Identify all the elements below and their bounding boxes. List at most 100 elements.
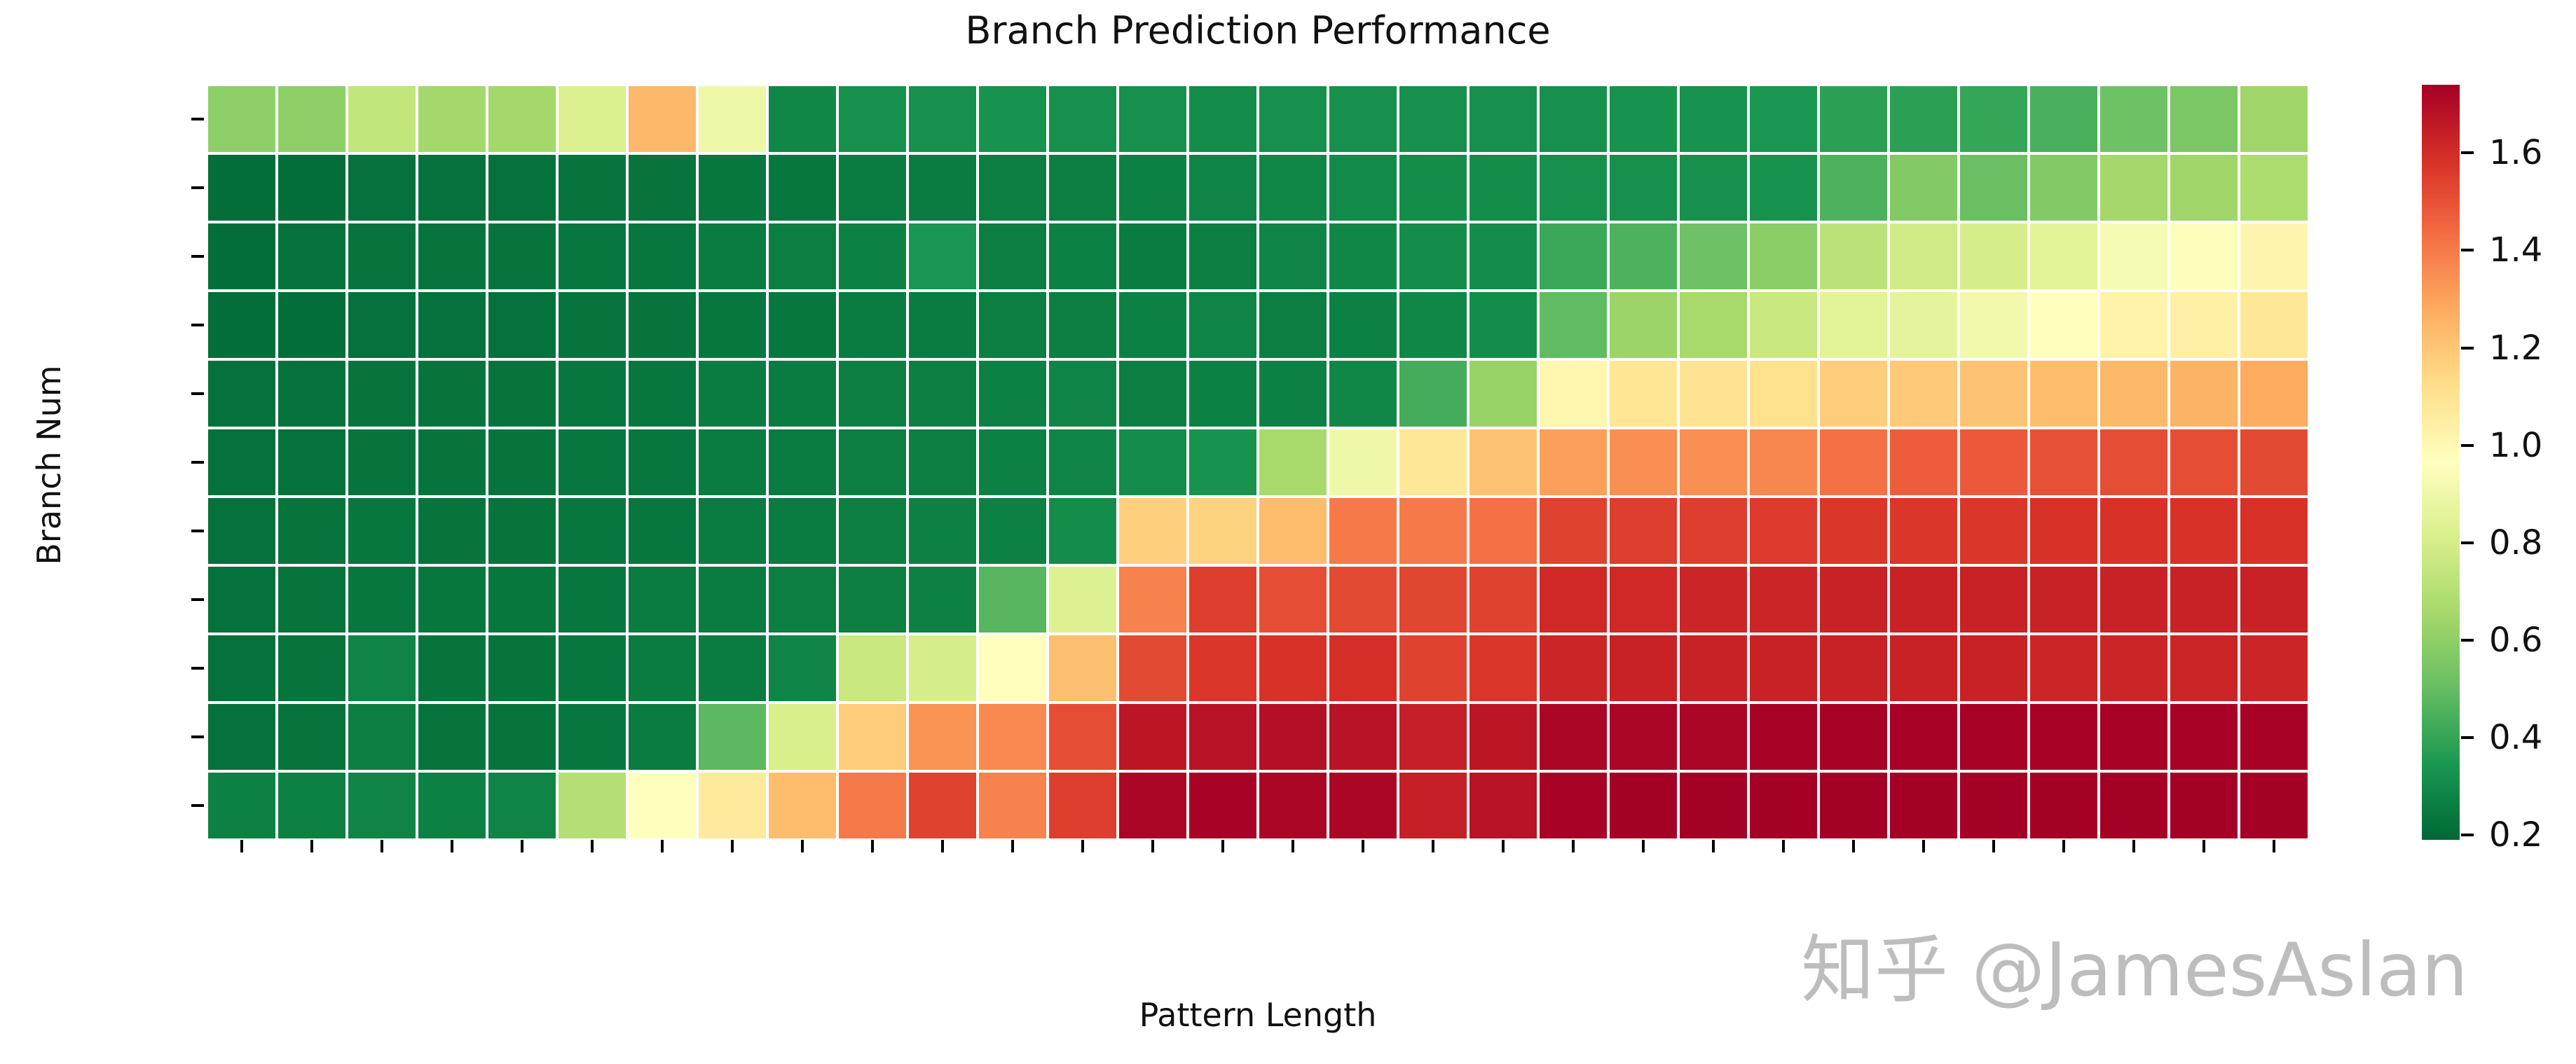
heatmap-cell xyxy=(837,291,907,359)
x-tick-mark xyxy=(1572,840,1575,852)
colorbar-tick-mark xyxy=(2461,443,2474,447)
heatmap-cell xyxy=(697,565,767,634)
heatmap-cell xyxy=(2239,359,2309,428)
heatmap-cell xyxy=(207,497,277,565)
heatmap-cell xyxy=(487,85,557,153)
heatmap-cell xyxy=(2099,771,2169,840)
heatmap-cell xyxy=(207,703,277,771)
heatmap-cell xyxy=(2239,703,2309,771)
heatmap-cell xyxy=(1818,703,1889,771)
heatmap-cell xyxy=(1118,634,1188,703)
heatmap-cell xyxy=(1188,634,1258,703)
heatmap-cell xyxy=(1258,634,1328,703)
x-tick-mark xyxy=(591,840,594,852)
heatmap-cell xyxy=(1538,703,1608,771)
heatmap-cell xyxy=(907,771,978,840)
heatmap-cell xyxy=(2099,565,2169,634)
heatmap-cell xyxy=(1818,634,1889,703)
heatmap-cell xyxy=(1118,359,1188,428)
heatmap-cell xyxy=(767,222,837,291)
heatmap-cell xyxy=(2239,634,2309,703)
heatmap-cell xyxy=(2169,85,2239,153)
heatmap-cell xyxy=(1398,359,1468,428)
heatmap-cell xyxy=(487,222,557,291)
heatmap-cell xyxy=(347,291,417,359)
heatmap-cell xyxy=(1748,428,1818,497)
colorbar-tick-mark xyxy=(2461,346,2474,350)
heatmap-cell xyxy=(2099,222,2169,291)
heatmap-cell xyxy=(1889,153,1959,222)
heatmap-cell xyxy=(1889,565,1959,634)
heatmap-cell xyxy=(1468,634,1538,703)
heatmap-cell xyxy=(907,291,978,359)
heatmap-cell xyxy=(1608,497,1678,565)
x-tick-mark xyxy=(1151,840,1154,852)
heatmap-cell xyxy=(2029,428,2099,497)
heatmap-cell xyxy=(2239,428,2309,497)
heatmap-cell xyxy=(978,85,1048,153)
heatmap-cell xyxy=(2239,771,2309,840)
heatmap-cell xyxy=(1328,359,1398,428)
heatmap-cell xyxy=(1959,703,2029,771)
heatmap-cell xyxy=(1188,359,1258,428)
heatmap-cell xyxy=(2099,703,2169,771)
heatmap-cell xyxy=(627,359,697,428)
heatmap-cell xyxy=(1048,497,1118,565)
heatmap-cell xyxy=(767,428,837,497)
heatmap-cell xyxy=(1468,291,1538,359)
heatmap-cell xyxy=(627,497,697,565)
heatmap-cell xyxy=(1188,497,1258,565)
heatmap-cell xyxy=(1538,153,1608,222)
heatmap-cell xyxy=(627,222,697,291)
x-tick-mark xyxy=(2062,840,2065,852)
heatmap-cell xyxy=(417,771,487,840)
heatmap-cell xyxy=(487,565,557,634)
heatmap-cell xyxy=(207,771,277,840)
heatmap-cell xyxy=(1538,291,1608,359)
colorbar-tick-mark xyxy=(2461,834,2474,837)
heatmap-cell xyxy=(627,428,697,497)
heatmap-cell xyxy=(1678,428,1748,497)
heatmap-cell xyxy=(277,85,347,153)
heatmap-cell xyxy=(837,153,907,222)
heatmap-cell xyxy=(1608,291,1678,359)
heatmap-cell xyxy=(1398,634,1468,703)
heatmap-cell xyxy=(1328,634,1398,703)
heatmap-cell xyxy=(417,565,487,634)
heatmap-cell xyxy=(2099,428,2169,497)
heatmap-cell xyxy=(347,703,417,771)
x-tick-mark xyxy=(1362,840,1364,852)
heatmap-cell xyxy=(1889,222,1959,291)
heatmap-cell xyxy=(978,703,1048,771)
heatmap-cell xyxy=(1608,771,1678,840)
heatmap-cell xyxy=(978,565,1048,634)
heatmap-cell xyxy=(1678,565,1748,634)
heatmap-cell xyxy=(557,565,627,634)
heatmap-cell xyxy=(1748,703,1818,771)
heatmap-cell xyxy=(2099,634,2169,703)
x-tick-mark xyxy=(1992,840,1995,852)
heatmap-cell xyxy=(1398,565,1468,634)
heatmap-cell xyxy=(1048,291,1118,359)
x-tick-mark xyxy=(1712,840,1715,852)
heatmap-cell xyxy=(347,153,417,222)
heatmap-cell xyxy=(487,497,557,565)
heatmap-cell xyxy=(2099,85,2169,153)
heatmap-cell xyxy=(277,359,347,428)
heatmap-cell xyxy=(1608,85,1678,153)
heatmap-cell xyxy=(1048,222,1118,291)
heatmap-cell xyxy=(978,359,1048,428)
heatmap-cell xyxy=(1538,222,1608,291)
heatmap-cell xyxy=(1398,771,1468,840)
heatmap-cell xyxy=(907,85,978,153)
heatmap-cell xyxy=(1118,291,1188,359)
heatmap-cell xyxy=(1048,428,1118,497)
heatmap-cell xyxy=(1889,771,1959,840)
heatmap-cell xyxy=(207,85,277,153)
heatmap-cell xyxy=(1889,428,1959,497)
heatmap-cell xyxy=(2029,359,2099,428)
heatmap-cell xyxy=(1818,565,1889,634)
heatmap-cell xyxy=(1818,428,1889,497)
heatmap-cell xyxy=(557,428,627,497)
